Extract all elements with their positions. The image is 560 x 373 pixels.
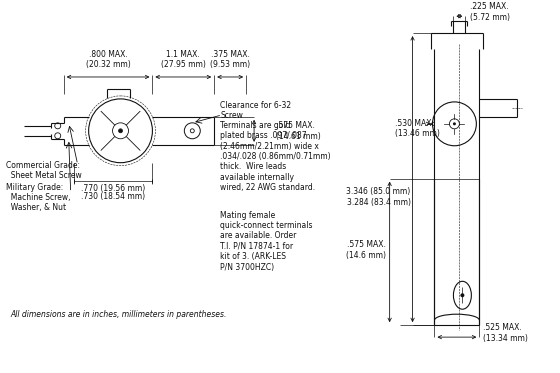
Circle shape bbox=[460, 293, 464, 297]
Text: 3.346 (85.0 mm)
3.284 (83.4 mm): 3.346 (85.0 mm) 3.284 (83.4 mm) bbox=[346, 187, 410, 207]
Text: 1.1 MAX.
(27.95 mm): 1.1 MAX. (27.95 mm) bbox=[161, 50, 206, 69]
Circle shape bbox=[453, 122, 456, 125]
Text: Terminals are gold
plated brass .097/.087
(2.46mm/2.21mm) wide x
.034/.028 (0.86: Terminals are gold plated brass .097/.08… bbox=[220, 121, 331, 192]
Text: Commercial Grade:
  Sheet Metal Screw: Commercial Grade: Sheet Metal Screw bbox=[6, 161, 82, 180]
Text: .800 MAX.
(20.32 mm): .800 MAX. (20.32 mm) bbox=[86, 50, 130, 69]
Text: All dimensions are in inches, millimeters in parentheses.: All dimensions are in inches, millimeter… bbox=[11, 310, 227, 319]
Text: Military Grade:
  Machine Screw,
  Washer, & Nut: Military Grade: Machine Screw, Washer, &… bbox=[6, 183, 71, 213]
Text: .530 MAX.
(13.46 mm): .530 MAX. (13.46 mm) bbox=[395, 119, 440, 138]
Text: .730 (18.54 mm): .730 (18.54 mm) bbox=[81, 192, 145, 201]
Text: .375 MAX.
(9.53 mm): .375 MAX. (9.53 mm) bbox=[210, 50, 250, 69]
Text: .575 MAX.
(14.6 mm): .575 MAX. (14.6 mm) bbox=[346, 240, 386, 260]
Text: .225 MAX.
(5.72 mm): .225 MAX. (5.72 mm) bbox=[470, 3, 510, 22]
Text: .525 MAX.
(13.34 mm): .525 MAX. (13.34 mm) bbox=[483, 323, 528, 343]
Circle shape bbox=[119, 129, 123, 133]
Text: Mating female
quick-connect terminals
are available. Order
T.I. P/N 17874-1 for
: Mating female quick-connect terminals ar… bbox=[220, 210, 312, 272]
Text: .770 (19.56 mm): .770 (19.56 mm) bbox=[81, 184, 145, 192]
Text: Clearance for 6-32
Screw: Clearance for 6-32 Screw bbox=[220, 101, 291, 120]
Text: .575 MAX.
(14.61 mm): .575 MAX. (14.61 mm) bbox=[276, 121, 321, 141]
